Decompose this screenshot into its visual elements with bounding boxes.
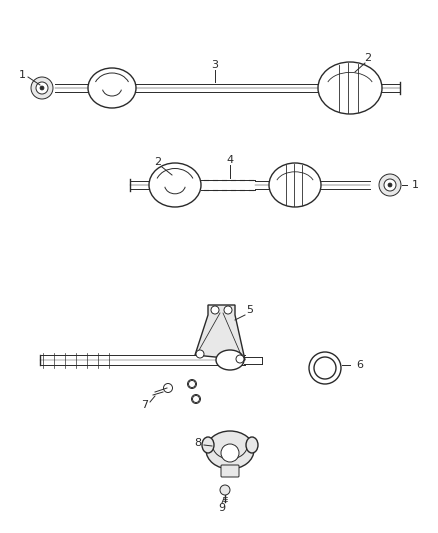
Ellipse shape <box>88 68 136 108</box>
Circle shape <box>31 77 53 99</box>
Text: 4: 4 <box>226 155 233 165</box>
Circle shape <box>314 357 336 379</box>
Text: 1: 1 <box>18 70 25 80</box>
Ellipse shape <box>216 350 244 370</box>
Circle shape <box>384 179 396 191</box>
FancyBboxPatch shape <box>221 465 239 477</box>
Ellipse shape <box>202 437 214 453</box>
Ellipse shape <box>206 431 254 469</box>
Circle shape <box>196 350 204 358</box>
Circle shape <box>211 306 219 314</box>
Polygon shape <box>195 305 245 360</box>
Circle shape <box>40 86 44 90</box>
Circle shape <box>221 444 239 462</box>
Circle shape <box>36 82 48 94</box>
Text: 5: 5 <box>247 305 254 315</box>
Ellipse shape <box>149 163 201 207</box>
Circle shape <box>236 355 244 363</box>
Ellipse shape <box>318 62 382 114</box>
Circle shape <box>388 183 392 187</box>
Circle shape <box>379 174 401 196</box>
Ellipse shape <box>269 163 321 207</box>
Text: 1: 1 <box>411 180 418 190</box>
Text: 9: 9 <box>219 503 226 513</box>
Text: 2: 2 <box>364 53 371 63</box>
Text: 3: 3 <box>212 60 219 70</box>
Circle shape <box>220 485 230 495</box>
Text: 2: 2 <box>155 157 162 167</box>
Circle shape <box>309 352 341 384</box>
Ellipse shape <box>246 437 258 453</box>
Text: 7: 7 <box>141 400 148 410</box>
Text: 8: 8 <box>194 438 201 448</box>
Text: 6: 6 <box>357 360 364 370</box>
Circle shape <box>224 306 232 314</box>
